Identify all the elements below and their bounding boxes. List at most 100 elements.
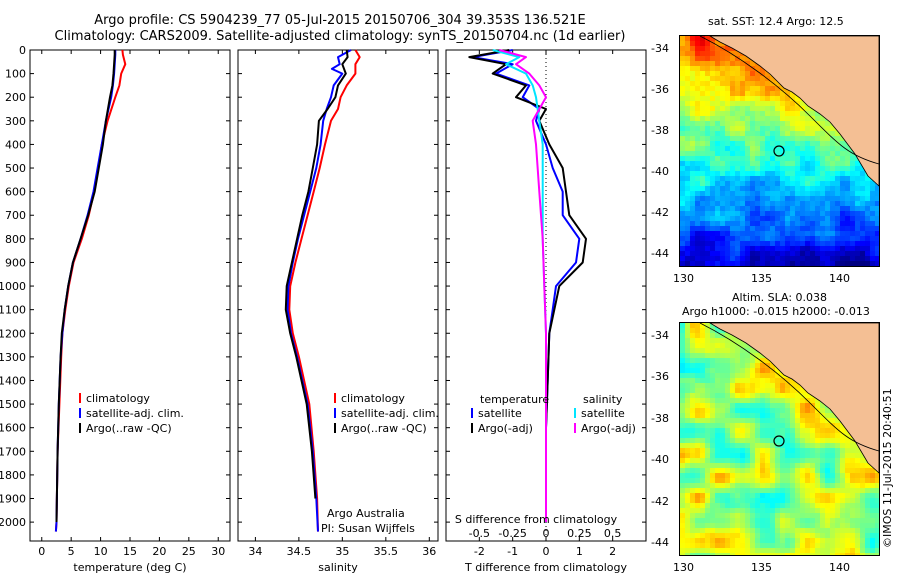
temperature-profile-chart: 0100200300400500600700800900100011001200… bbox=[0, 44, 231, 574]
sla-map bbox=[679, 322, 880, 556]
y-tick-label: 1700 bbox=[0, 445, 26, 458]
annotation-text: PI: Susan Wijffels bbox=[321, 522, 415, 535]
x-tick-label: -1 bbox=[507, 545, 518, 558]
series-line bbox=[499, 49, 547, 523]
y-tick-label: 1400 bbox=[0, 374, 26, 387]
map-lon-tick-label: 140 bbox=[829, 272, 850, 285]
sst-map-title: sat. SST: 12.4 Argo: 12.5 bbox=[708, 15, 844, 28]
argo-float-marker bbox=[773, 145, 785, 157]
x-axis-label: temperature (deg C) bbox=[73, 561, 186, 574]
map-lat-tick-label: -40 bbox=[651, 453, 669, 467]
y-tick-label: 1100 bbox=[0, 304, 26, 317]
plot-frame bbox=[29, 49, 231, 542]
y-tick-label: 800 bbox=[5, 233, 26, 246]
sla-map-title-line1: Altim. SLA: 0.038 bbox=[732, 291, 828, 304]
bathymetry-contour bbox=[699, 323, 879, 452]
x-axis-label: T difference from climatology bbox=[464, 561, 627, 574]
s-tick-label: -0.25 bbox=[498, 527, 526, 540]
chart-title-line1: Argo profile: CS 5904239_77 05-Jul-2015 … bbox=[94, 13, 586, 28]
map-lat-tick-label: -42 bbox=[651, 494, 669, 508]
legend-label: climatology bbox=[86, 392, 150, 405]
legend-label: climatology bbox=[341, 392, 405, 405]
annotation-text: Argo Australia bbox=[327, 507, 405, 520]
series-line bbox=[468, 49, 587, 523]
legend-label: satellite-adj. clim. bbox=[86, 407, 184, 420]
legend-label: Argo(..raw -QC) bbox=[86, 422, 172, 435]
y-tick-label: 1500 bbox=[0, 398, 26, 411]
s-tick-label: 0 bbox=[543, 527, 550, 540]
argo-float-marker bbox=[773, 435, 785, 447]
difference-profile-chart: -2 -1 0 1 2 T difference from climatology S di… bbox=[445, 49, 647, 574]
y-tick-label: 500 bbox=[5, 162, 26, 175]
x-tick-label: 0 bbox=[38, 545, 45, 558]
sst-map bbox=[679, 35, 880, 267]
salinity-profile-chart: 34 34.5 35 35.5 36 salinity climatology satelli… bbox=[237, 49, 439, 574]
x-tick-label: 35.5 bbox=[374, 545, 399, 558]
map-lon-tick-label: 130 bbox=[673, 561, 694, 574]
y-tick-label: 1300 bbox=[0, 351, 26, 364]
y-tick-label: 200 bbox=[5, 91, 26, 104]
s-tick-label: 0.5 bbox=[604, 527, 622, 540]
bathymetry-contour bbox=[699, 36, 879, 165]
legend-label: satellite bbox=[478, 407, 522, 420]
map-lat-tick-label: -44 bbox=[651, 536, 669, 550]
x-tick-label: 15 bbox=[123, 545, 137, 558]
map-lat-tick-label: -44 bbox=[651, 247, 669, 261]
map-lon-tick-label: 130 bbox=[673, 272, 694, 285]
x-tick-label: 0 bbox=[543, 545, 550, 558]
x-tick-label: 1 bbox=[576, 545, 583, 558]
x-tick-label: 20 bbox=[152, 545, 166, 558]
map-lat-tick-label: -34 bbox=[651, 42, 669, 55]
legend-label: Argo(..raw -QC) bbox=[341, 422, 427, 435]
y-tick-label: 600 bbox=[5, 186, 26, 199]
x-tick-label: 30 bbox=[211, 545, 225, 558]
y-tick-label: 300 bbox=[5, 115, 26, 128]
legend-label: satellite-adj. clim. bbox=[341, 407, 439, 420]
x-axis-label: salinity bbox=[318, 561, 358, 574]
x-tick-label: 35 bbox=[335, 545, 349, 558]
map-lat-tick-label: -34 bbox=[651, 329, 669, 342]
map-lat-tick-label: -36 bbox=[651, 83, 669, 97]
map-lon-tick-label: 135 bbox=[751, 561, 772, 574]
series-line bbox=[288, 49, 361, 532]
x-tick-label: -2 bbox=[474, 545, 485, 558]
legend-header: salinity bbox=[583, 393, 623, 406]
x-tick-label: 25 bbox=[182, 545, 196, 558]
x-tick-label: 5 bbox=[68, 545, 75, 558]
y-tick-label: 1600 bbox=[0, 422, 26, 435]
y-tick-label: 0 bbox=[19, 44, 26, 57]
map-lon-tick-label: 140 bbox=[829, 561, 850, 574]
x-tick-label: 36 bbox=[422, 545, 436, 558]
y-tick-label: 1200 bbox=[0, 327, 26, 340]
y-tick-label: 1800 bbox=[0, 469, 26, 482]
chart-title-line2: Climatology: CARS2009. Satellite-adjuste… bbox=[54, 29, 626, 44]
land-area bbox=[709, 36, 879, 187]
legend-label: Argo(-adj) bbox=[581, 422, 636, 435]
y-tick-label: 100 bbox=[5, 68, 26, 81]
map-lat-tick-label: -40 bbox=[651, 165, 669, 179]
y-tick-label: 1900 bbox=[0, 493, 26, 506]
map-lon-tick-label: 135 bbox=[751, 272, 772, 285]
s-axis-label: S difference from climatology bbox=[455, 513, 618, 526]
series-line bbox=[284, 49, 349, 499]
legend-label: Argo(-adj) bbox=[478, 422, 533, 435]
map-lat-tick-label: -42 bbox=[651, 206, 669, 220]
imos-timestamp: ©IMOS 11-Jul-2015 20:40:51 bbox=[881, 388, 894, 548]
y-tick-label: 400 bbox=[5, 138, 26, 151]
map-lat-tick-label: -38 bbox=[651, 124, 669, 138]
legend-label: satellite bbox=[581, 407, 625, 420]
y-tick-label: 2000 bbox=[0, 516, 26, 529]
s-tick-label: 0.25 bbox=[567, 527, 592, 540]
s-tick-label: -0.5 bbox=[469, 527, 490, 540]
map-lat-tick-label: -36 bbox=[651, 370, 669, 384]
x-tick-label: 2 bbox=[609, 545, 616, 558]
plot-frame bbox=[237, 49, 439, 542]
land-area bbox=[709, 323, 879, 474]
x-tick-label: 10 bbox=[94, 545, 108, 558]
legend-header: temperature bbox=[480, 393, 549, 406]
y-tick-label: 900 bbox=[5, 256, 26, 269]
x-tick-label: 34.5 bbox=[287, 545, 312, 558]
x-tick-label: 34 bbox=[248, 545, 262, 558]
map-lat-tick-label: -38 bbox=[651, 411, 669, 425]
series-line bbox=[55, 50, 116, 523]
